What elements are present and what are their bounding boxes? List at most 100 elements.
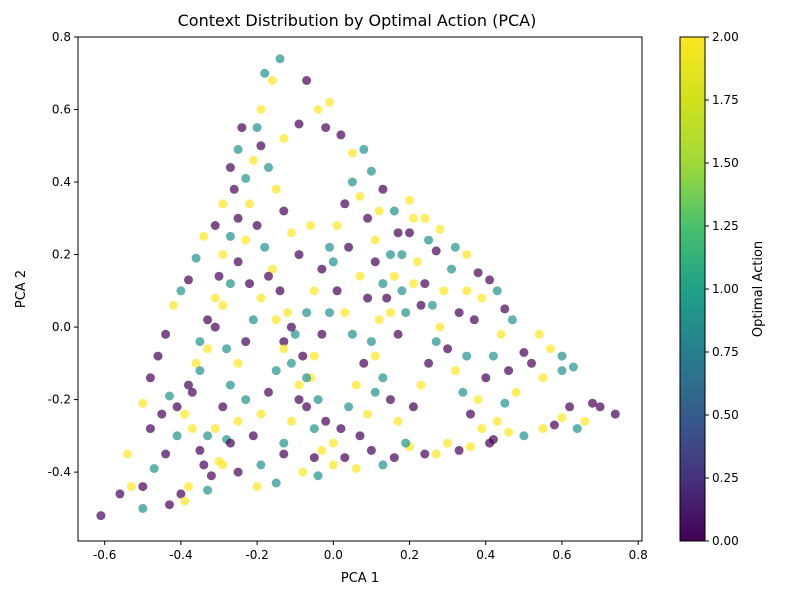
data-point xyxy=(256,293,266,303)
data-point xyxy=(96,511,106,521)
data-point xyxy=(363,409,373,419)
data-point xyxy=(172,431,182,441)
colorbar-tick-label: 0.25 xyxy=(712,471,739,485)
data-point xyxy=(165,500,174,510)
data-point xyxy=(206,471,216,481)
data-point xyxy=(233,213,243,223)
data-point xyxy=(199,460,209,470)
data-point xyxy=(149,464,159,473)
data-point xyxy=(431,337,441,347)
colorbar-tick-label: 1.00 xyxy=(712,282,739,296)
data-point xyxy=(138,503,148,513)
data-point xyxy=(309,453,319,463)
data-point xyxy=(420,213,430,223)
x-axis-ticks: -0.6 -0.4 -0.2 0.0 0.2 0.4 0.6 0.8 xyxy=(93,541,648,562)
data-point xyxy=(165,391,174,401)
data-point xyxy=(424,358,434,368)
colorbar xyxy=(679,36,706,542)
data-point xyxy=(237,123,247,133)
data-point xyxy=(225,163,235,172)
y-tick-label: -0.4 xyxy=(48,465,71,479)
data-point xyxy=(245,279,254,289)
data-point xyxy=(500,398,510,408)
data-point xyxy=(180,496,190,506)
data-point xyxy=(279,449,289,459)
data-point xyxy=(309,286,319,296)
data-point xyxy=(172,402,182,412)
data-point xyxy=(336,130,346,140)
data-point xyxy=(477,424,487,434)
data-point xyxy=(218,300,228,310)
data-point xyxy=(492,416,502,426)
x-tick-label: 0.0 xyxy=(324,548,343,562)
data-point xyxy=(408,213,418,223)
data-point xyxy=(366,445,376,455)
data-point xyxy=(203,344,213,354)
data-point xyxy=(519,431,529,441)
data-point xyxy=(126,482,136,492)
data-point xyxy=(241,337,251,347)
data-point xyxy=(408,402,418,412)
data-point xyxy=(492,286,502,296)
data-point xyxy=(180,409,190,419)
data-point xyxy=(210,424,220,434)
data-point xyxy=(340,199,350,209)
data-point xyxy=(321,416,331,426)
data-point xyxy=(241,173,251,183)
data-point xyxy=(271,366,281,376)
data-point xyxy=(286,358,296,368)
data-point xyxy=(519,348,529,357)
data-point xyxy=(557,351,567,361)
data-point xyxy=(328,438,338,448)
data-point xyxy=(405,195,414,205)
data-point xyxy=(191,253,201,263)
data-point xyxy=(450,242,460,252)
data-point xyxy=(431,449,441,459)
data-point xyxy=(252,123,262,133)
data-point xyxy=(351,464,361,473)
data-point xyxy=(123,449,132,459)
data-point xyxy=(340,308,350,318)
data-point xyxy=(283,308,293,318)
y-tick-label: 0.6 xyxy=(52,103,71,117)
data-point xyxy=(565,402,575,412)
data-point xyxy=(393,416,403,426)
data-point xyxy=(145,424,155,434)
data-point xyxy=(271,184,281,194)
data-point xyxy=(184,275,193,285)
data-point xyxy=(393,329,403,339)
data-point xyxy=(546,344,555,354)
data-point xyxy=(347,148,357,158)
y-tick-label: 0.2 xyxy=(52,248,71,262)
data-point xyxy=(279,206,289,216)
data-point xyxy=(286,322,296,332)
y-tick-label: 0.8 xyxy=(52,30,71,44)
chart-title: Context Distribution by Optimal Action (… xyxy=(178,11,537,30)
data-point xyxy=(386,308,395,318)
data-point xyxy=(588,398,597,408)
data-point xyxy=(294,380,304,390)
data-point xyxy=(298,467,308,477)
data-point xyxy=(248,315,258,325)
data-point xyxy=(309,424,319,434)
data-point xyxy=(256,409,266,419)
data-point xyxy=(458,387,468,397)
data-point xyxy=(184,380,193,390)
colorbar-tick-label: 0.00 xyxy=(712,534,739,548)
data-point xyxy=(306,221,315,230)
data-point xyxy=(252,221,262,230)
data-point xyxy=(233,144,243,154)
data-point xyxy=(355,271,365,281)
data-point xyxy=(279,134,289,143)
data-point xyxy=(317,445,327,455)
data-point xyxy=(233,358,243,368)
data-point xyxy=(138,482,148,492)
data-point xyxy=(427,300,437,310)
data-point xyxy=(187,387,197,397)
data-point xyxy=(325,242,334,252)
data-point xyxy=(302,308,312,318)
data-point xyxy=(328,257,338,267)
data-point xyxy=(260,68,270,78)
x-tick-label: 0.4 xyxy=(476,548,495,562)
